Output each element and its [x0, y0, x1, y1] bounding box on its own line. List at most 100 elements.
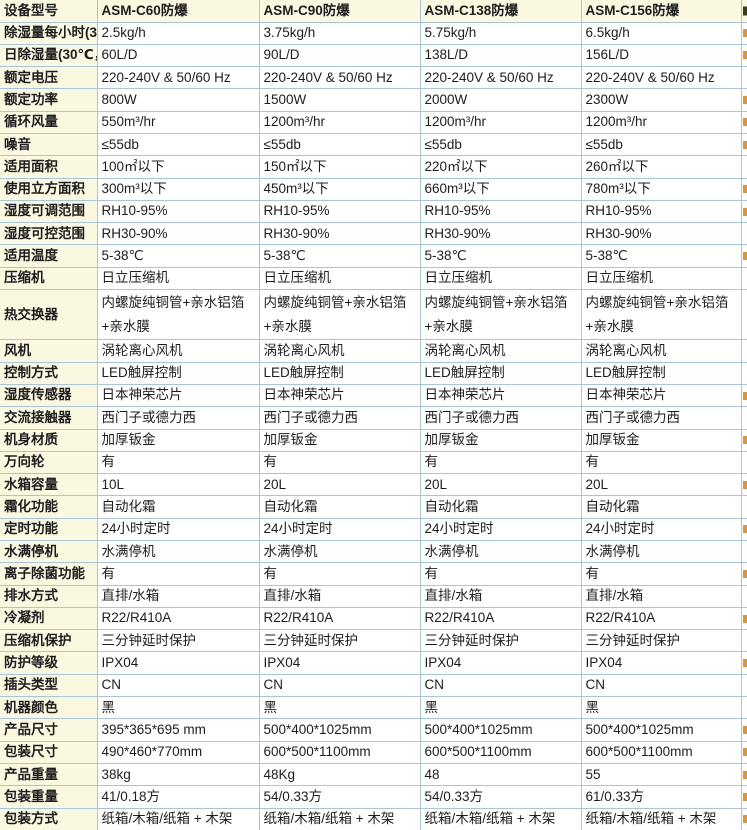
row-label-cell[interactable]: 湿度可调范围	[0, 200, 98, 224]
value-cell-model-2[interactable]: 5-38℃	[259, 244, 421, 268]
value-cell-model-2[interactable]: 有	[259, 451, 421, 475]
value-cell-model-3[interactable]: 500*400*1025mm	[420, 718, 582, 742]
value-cell-model-2[interactable]: 1500W	[259, 88, 421, 112]
value-cell-model-4[interactable]: 日立压缩机	[581, 267, 742, 291]
value-cell-model-3[interactable]: ≤55db	[420, 133, 582, 157]
value-cell-model-3[interactable]: 5-38℃	[420, 244, 582, 268]
row-label-cell[interactable]: 湿度传感器	[0, 384, 98, 408]
value-cell-model-4[interactable]: 加厚钣金	[581, 429, 742, 452]
value-cell-model-1[interactable]: 220-240V & 50/60 Hz	[97, 66, 260, 90]
value-cell-model-4[interactable]: 24小时定时	[581, 518, 742, 541]
value-cell-model-3[interactable]: CN	[420, 674, 582, 698]
value-cell-model-4[interactable]: 有	[581, 451, 742, 475]
row-label-cell[interactable]: 除湿量每小时(30	[0, 22, 98, 45]
value-cell-model-4[interactable]: 260㎡以下	[581, 155, 742, 179]
row-label-cell[interactable]: 适用温度	[0, 244, 98, 268]
value-cell-model-3[interactable]: 5.75kg/h	[420, 22, 582, 45]
value-cell-model-1[interactable]: 2.5kg/h	[97, 22, 260, 45]
value-cell-model-4[interactable]: 1200m³/hr	[581, 111, 742, 134]
value-cell-model-2[interactable]: 20L	[259, 473, 421, 497]
value-cell-model-2[interactable]: 150㎡以下	[259, 155, 421, 179]
value-cell-model-2[interactable]: ≤55db	[259, 133, 421, 157]
row-label-cell[interactable]: 冷凝剂	[0, 607, 98, 631]
value-cell-model-2[interactable]: 24小时定时	[259, 518, 421, 541]
value-cell-model-3[interactable]: 内螺旋纯铜管+亲水铝箔+亲水膜	[420, 289, 582, 341]
value-cell-model-4[interactable]: R22/R410A	[581, 607, 742, 631]
value-cell-model-2[interactable]: IPX04	[259, 651, 421, 675]
value-cell-model-4[interactable]: 水满停机	[581, 540, 742, 564]
value-cell-model-4[interactable]: 6.5kg/h	[581, 22, 742, 45]
value-cell-model-1[interactable]: 100㎡以下	[97, 155, 260, 179]
value-cell-model-2[interactable]: R22/R410A	[259, 607, 421, 631]
row-label-cell[interactable]: 额定功率	[0, 88, 98, 112]
value-cell-model-4[interactable]: 5-38℃	[581, 244, 742, 268]
value-cell-model-1[interactable]: 60L/D	[97, 44, 260, 68]
row-label-cell[interactable]: 包装尺寸	[0, 741, 98, 764]
row-label-cell[interactable]: 机身材质	[0, 429, 98, 452]
row-label-cell[interactable]: 包装重量	[0, 785, 98, 809]
value-cell-model-4[interactable]: CN	[581, 674, 742, 698]
value-cell-model-3[interactable]: 220㎡以下	[420, 155, 582, 179]
value-cell-model-3[interactable]: 1200m³/hr	[420, 111, 582, 134]
value-cell-model-1[interactable]: 日立压缩机	[97, 267, 260, 291]
value-cell-model-2[interactable]: 220-240V & 50/60 Hz	[259, 66, 421, 90]
row-label-cell[interactable]: 交流接触器	[0, 406, 98, 430]
value-cell-model-4[interactable]: 直排/水箱	[581, 585, 742, 608]
value-cell-model-4[interactable]: 涡轮离心风机	[581, 339, 742, 363]
value-cell-model-2[interactable]: 黑	[259, 696, 421, 720]
row-label-cell[interactable]: 包装方式	[0, 808, 98, 830]
value-cell-model-4[interactable]: 61/0.33方	[581, 785, 742, 809]
value-cell-model-1[interactable]: 395*365*695 mm	[97, 718, 260, 742]
row-label-cell[interactable]: 压缩机保护	[0, 629, 98, 653]
row-label-cell[interactable]: 循环风量	[0, 111, 98, 134]
value-cell-model-2[interactable]: LED触屏控制	[259, 362, 421, 385]
value-cell-model-1[interactable]: CN	[97, 674, 260, 698]
row-label-cell[interactable]: 离子除菌功能	[0, 562, 98, 586]
value-cell-model-2[interactable]: 直排/水箱	[259, 585, 421, 608]
row-label-cell[interactable]: 热交换器	[0, 289, 98, 341]
value-cell-model-1[interactable]: 内螺旋纯铜管+亲水铝箔+亲水膜	[97, 289, 260, 341]
row-label-cell[interactable]: 水箱容量	[0, 473, 98, 497]
value-cell-model-4[interactable]: 黑	[581, 696, 742, 720]
value-cell-model-2[interactable]: 54/0.33方	[259, 785, 421, 809]
value-cell-model-1[interactable]: 10L	[97, 473, 260, 497]
row-label-cell[interactable]: 使用立方面积	[0, 178, 98, 201]
value-cell-model-3[interactable]: 138L/D	[420, 44, 582, 68]
value-cell-model-2[interactable]: CN	[259, 674, 421, 698]
value-cell-model-4[interactable]: IPX04	[581, 651, 742, 675]
value-cell-model-3[interactable]: 黑	[420, 696, 582, 720]
value-cell-model-1[interactable]: 加厚钣金	[97, 429, 260, 452]
value-cell-model-1[interactable]: 有	[97, 562, 260, 586]
value-cell-model-4[interactable]: 600*500*1100mm	[581, 741, 742, 764]
value-cell-model-4[interactable]: 220-240V & 50/60 Hz	[581, 66, 742, 90]
value-cell-model-3[interactable]: 600*500*1100mm	[420, 741, 582, 764]
value-cell-model-4[interactable]: 内螺旋纯铜管+亲水铝箔+亲水膜	[581, 289, 742, 341]
value-cell-model-1[interactable]: 有	[97, 451, 260, 475]
value-cell-model-1[interactable]: 纸箱/木箱/纸箱 + 木架	[97, 808, 260, 830]
header-cell-model-4[interactable]: ASM-C156防爆	[581, 0, 742, 23]
value-cell-model-2[interactable]: 450m³以下	[259, 178, 421, 201]
value-cell-model-3[interactable]: 西门子或德力西	[420, 406, 582, 430]
value-cell-model-1[interactable]: RH30-90%	[97, 222, 260, 246]
value-cell-model-1[interactable]: 24小时定时	[97, 518, 260, 541]
value-cell-model-3[interactable]: 220-240V & 50/60 Hz	[420, 66, 582, 90]
header-cell-model-3[interactable]: ASM-C138防爆	[420, 0, 582, 23]
value-cell-model-4[interactable]: 纸箱/木箱/纸箱 + 木架	[581, 808, 742, 830]
value-cell-model-1[interactable]: 三分钟延时保护	[97, 629, 260, 653]
value-cell-model-2[interactable]: 加厚钣金	[259, 429, 421, 452]
row-label-cell[interactable]: 机器颜色	[0, 696, 98, 720]
value-cell-model-4[interactable]: RH30-90%	[581, 222, 742, 246]
value-cell-model-2[interactable]: 三分钟延时保护	[259, 629, 421, 653]
value-cell-model-4[interactable]: 500*400*1025mm	[581, 718, 742, 742]
value-cell-model-4[interactable]: 西门子或德力西	[581, 406, 742, 430]
row-label-cell[interactable]: 霜化功能	[0, 495, 98, 519]
value-cell-model-1[interactable]: 5-38℃	[97, 244, 260, 268]
row-label-cell[interactable]: 定时功能	[0, 518, 98, 541]
value-cell-model-3[interactable]: 有	[420, 562, 582, 586]
value-cell-model-3[interactable]: 纸箱/木箱/纸箱 + 木架	[420, 808, 582, 830]
value-cell-model-4[interactable]: ≤55db	[581, 133, 742, 157]
value-cell-model-1[interactable]: 800W	[97, 88, 260, 112]
value-cell-model-1[interactable]: 38kg	[97, 763, 260, 787]
value-cell-model-2[interactable]: 西门子或德力西	[259, 406, 421, 430]
value-cell-model-3[interactable]: 加厚钣金	[420, 429, 582, 452]
